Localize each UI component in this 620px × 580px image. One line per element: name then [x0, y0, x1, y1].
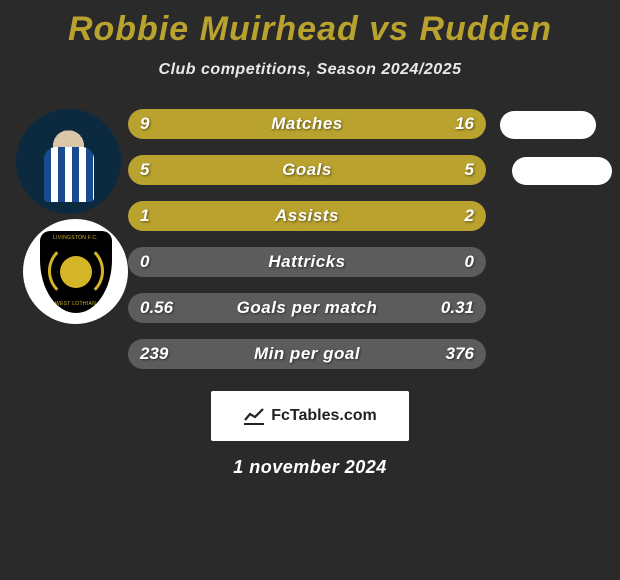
crest-text: WEST LOTHIAN	[55, 301, 96, 307]
player-avatar	[16, 109, 121, 214]
stats-bars: 916Matches 55Goals 12Assists 00Hattricks 0.5…	[128, 109, 494, 385]
stat-bar: 55Goals	[128, 155, 486, 185]
stat-bar: 0.560.31Goals per match	[128, 293, 486, 323]
stat-bar: 916Matches	[128, 109, 486, 139]
stats-icon	[243, 406, 265, 426]
stat-label: Hattricks	[128, 247, 486, 277]
site-name: FcTables.com	[271, 407, 377, 425]
stat-label: Goals per match	[128, 293, 486, 323]
stat-label: Matches	[128, 109, 486, 139]
crest-shield: LIVINGSTON F.C. WEST LOTHIAN	[40, 231, 112, 313]
avatars-column: LIVINGSTON F.C. WEST LOTHIAN	[8, 109, 128, 385]
stat-bar: 12Assists	[128, 201, 486, 231]
stat-label: Goals	[128, 155, 486, 185]
crest-text: LIVINGSTON F.C.	[53, 235, 98, 241]
content-row: LIVINGSTON F.C. WEST LOTHIAN 916Matches 5…	[0, 109, 620, 385]
chip	[500, 111, 596, 139]
stat-label: Assists	[128, 201, 486, 231]
chip	[512, 157, 612, 185]
page-title: Robbie Muirhead vs Rudden	[0, 10, 620, 49]
site-badge[interactable]: FcTables.com	[211, 391, 409, 441]
chips-column	[494, 109, 612, 385]
subtitle: Club competitions, Season 2024/2025	[0, 61, 620, 79]
footer-date: 1 november 2024	[0, 457, 620, 478]
stat-bar: 239376Min per goal	[128, 339, 486, 369]
stat-bar: 00Hattricks	[128, 247, 486, 277]
stat-label: Min per goal	[128, 339, 486, 369]
crest-lion-icon	[60, 256, 92, 288]
comparison-card: Robbie Muirhead vs Rudden Club competiti…	[0, 0, 620, 478]
club-crest: LIVINGSTON F.C. WEST LOTHIAN	[23, 219, 128, 324]
